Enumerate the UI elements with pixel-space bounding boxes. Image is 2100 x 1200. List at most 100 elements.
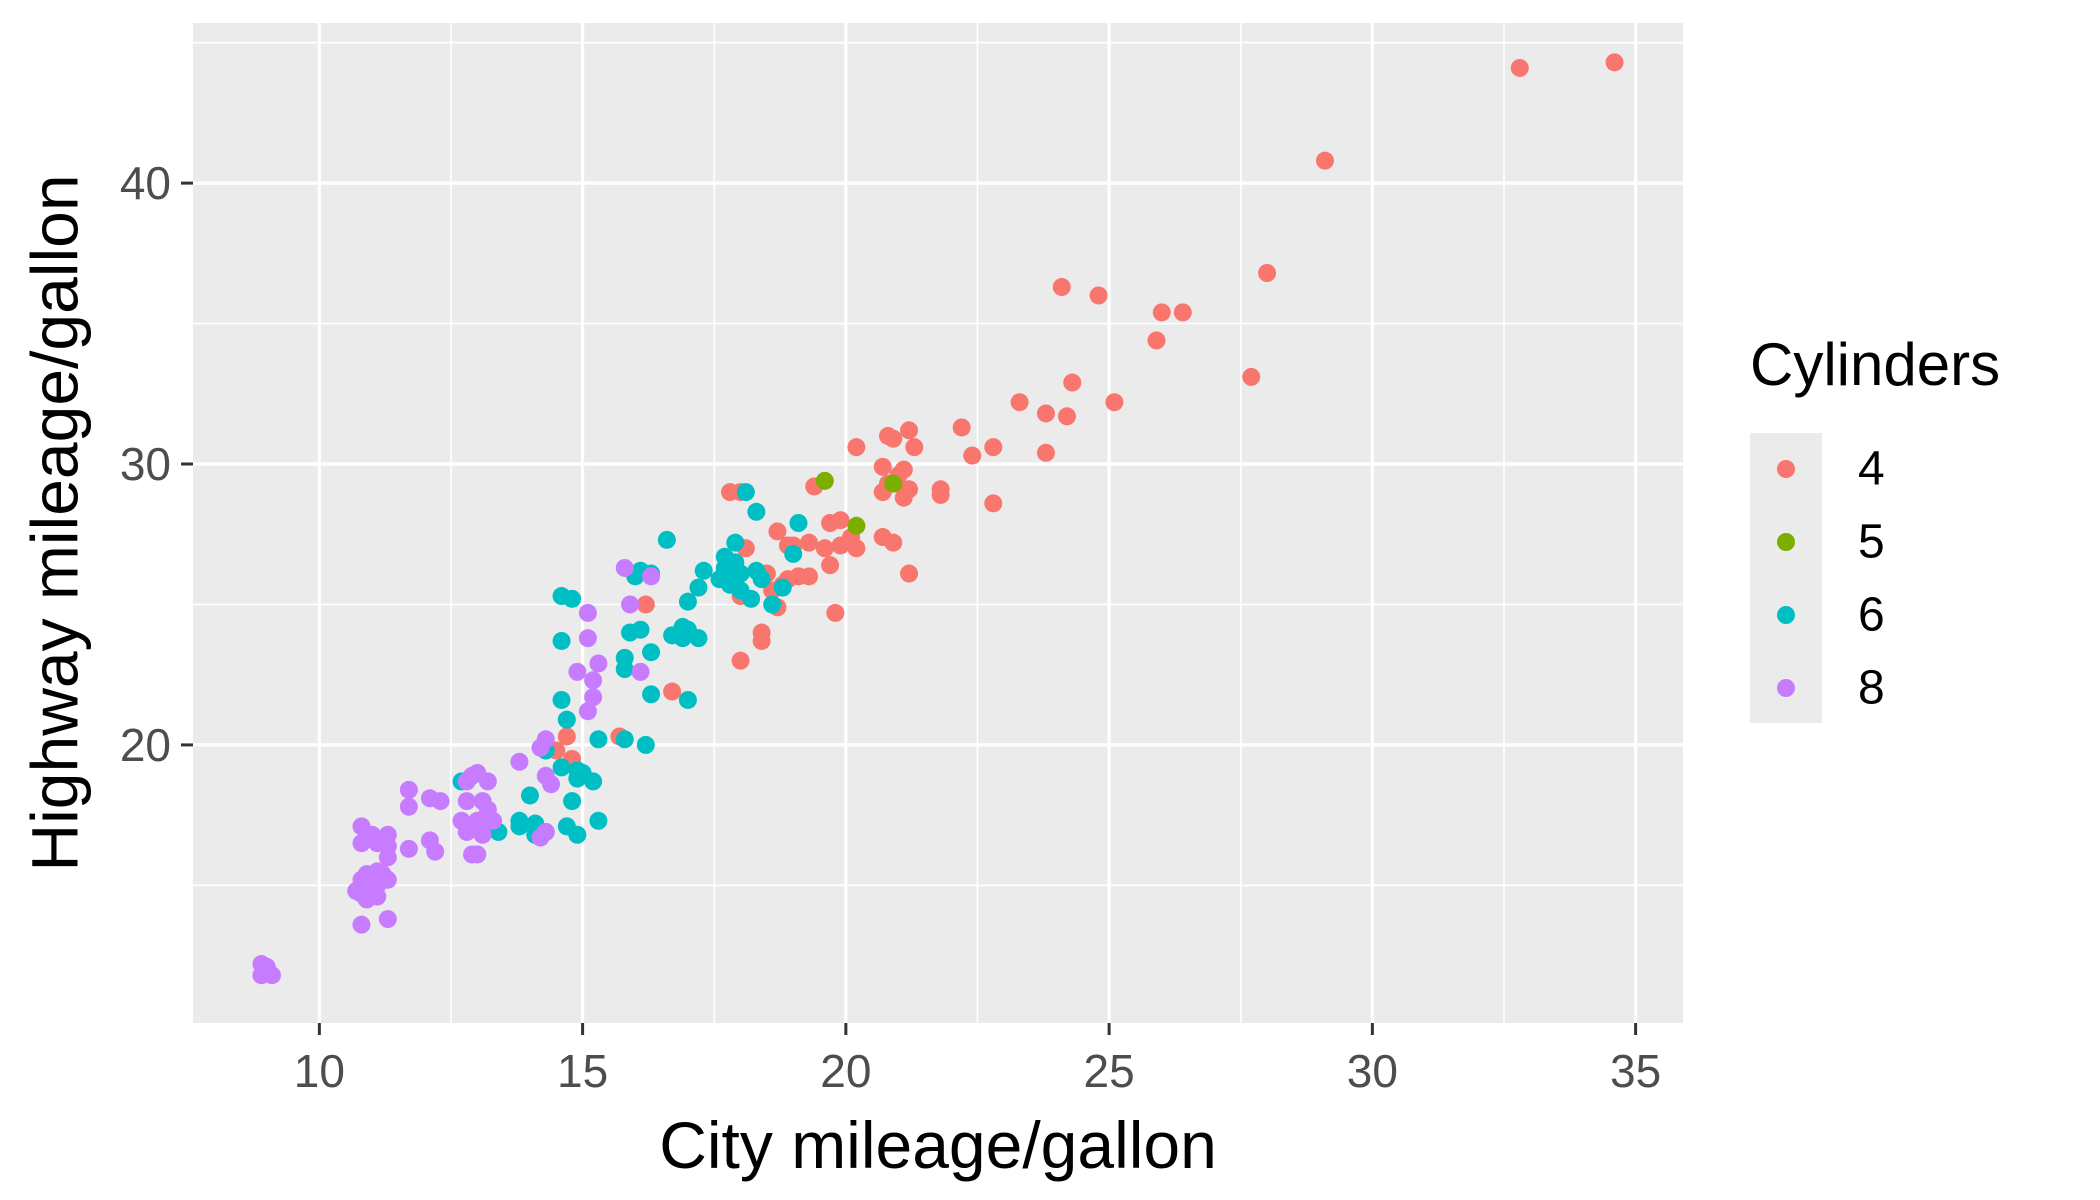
- data-point: [557, 710, 576, 729]
- data-point: [905, 438, 924, 457]
- data-point: [620, 595, 639, 614]
- data-point: [1105, 393, 1124, 412]
- x-tick-label: 20: [820, 1045, 871, 1097]
- data-point: [557, 727, 576, 746]
- legend-key-6: [1777, 606, 1795, 624]
- data-point: [589, 811, 608, 830]
- x-tick-label: 30: [1347, 1045, 1398, 1097]
- y-tick-label: 20: [120, 719, 171, 771]
- data-point: [894, 488, 913, 507]
- legend: Cylinders 4 5 6 8: [1750, 331, 2000, 723]
- legend-label-5: 5: [1858, 516, 1885, 569]
- data-point: [1242, 367, 1261, 386]
- data-point: [815, 471, 834, 490]
- legend-key-background: [1750, 433, 1822, 723]
- data-point: [900, 421, 919, 440]
- data-point: [1089, 286, 1108, 305]
- data-point: [457, 792, 476, 811]
- data-point: [378, 910, 397, 929]
- data-point: [1036, 404, 1055, 423]
- data-point: [584, 688, 603, 707]
- data-point: [884, 474, 903, 493]
- data-point: [878, 426, 897, 445]
- major-gridlines: [193, 23, 1683, 1023]
- data-point: [1036, 443, 1055, 462]
- x-tick-label: 10: [294, 1045, 345, 1097]
- data-point: [984, 438, 1003, 457]
- data-point: [731, 651, 750, 670]
- data-point: [784, 544, 803, 563]
- legend-key-4: [1777, 460, 1795, 478]
- x-axis-title: City mileage/gallon: [659, 1108, 1217, 1182]
- data-point: [568, 662, 587, 681]
- series-cyl-8: [252, 558, 661, 985]
- data-point: [615, 730, 634, 749]
- data-point: [773, 578, 792, 597]
- tick-labels: 10 15 20 25 30 35 20 30 40: [120, 157, 1661, 1097]
- plot-panel: [193, 23, 1683, 1023]
- data-point: [800, 533, 819, 552]
- data-point: [589, 654, 608, 673]
- data-point: [563, 792, 582, 811]
- data-point: [352, 915, 371, 934]
- data-point: [1147, 331, 1166, 350]
- data-point: [531, 738, 550, 757]
- data-point: [821, 514, 840, 532]
- data-point: [584, 772, 603, 791]
- data-point: [584, 671, 603, 690]
- x-tick-label: 15: [557, 1045, 608, 1097]
- data-point: [399, 839, 418, 858]
- data-point: [752, 631, 771, 650]
- data-point: [847, 516, 866, 535]
- data-point: [1173, 303, 1192, 322]
- data-point: [1605, 53, 1624, 72]
- data-points: [252, 53, 1624, 985]
- legend-items: 4 5 6 8: [1777, 443, 1885, 715]
- data-point: [963, 446, 982, 465]
- data-point: [473, 825, 492, 844]
- data-point: [378, 848, 397, 867]
- data-point: [357, 890, 376, 909]
- data-point: [520, 786, 539, 805]
- data-point: [821, 556, 840, 575]
- data-point: [542, 775, 561, 794]
- data-point: [831, 536, 850, 555]
- data-point: [252, 966, 271, 985]
- data-point: [747, 502, 766, 521]
- data-point: [552, 758, 571, 777]
- data-point: [568, 825, 587, 844]
- data-point: [731, 564, 750, 583]
- data-point: [431, 792, 450, 811]
- data-point: [1052, 278, 1071, 297]
- data-point: [578, 629, 597, 648]
- data-point: [578, 603, 597, 622]
- data-point: [984, 494, 1003, 513]
- data-point: [615, 558, 634, 577]
- data-point: [510, 817, 529, 836]
- data-point: [589, 730, 608, 749]
- data-point: [552, 587, 571, 606]
- data-point: [747, 561, 766, 580]
- data-point: [710, 570, 729, 589]
- data-point: [736, 483, 755, 502]
- data-point: [642, 685, 661, 704]
- data-point: [399, 797, 418, 816]
- data-point: [678, 592, 697, 611]
- data-point: [352, 834, 371, 853]
- data-point: [663, 626, 682, 645]
- legend-label-4: 4: [1858, 443, 1885, 496]
- data-point: [1315, 151, 1334, 170]
- y-axis-title: Highway mileage/gallon: [17, 174, 91, 871]
- data-point: [763, 595, 782, 614]
- x-tick-label: 35: [1610, 1045, 1661, 1097]
- legend-key-5: [1777, 533, 1795, 551]
- data-point: [531, 828, 550, 847]
- legend-label-8: 8: [1858, 662, 1885, 715]
- data-point: [952, 418, 971, 437]
- data-point: [457, 772, 476, 791]
- data-point: [815, 539, 834, 558]
- data-point: [1063, 373, 1082, 392]
- data-point: [826, 603, 845, 622]
- data-point: [1510, 58, 1529, 77]
